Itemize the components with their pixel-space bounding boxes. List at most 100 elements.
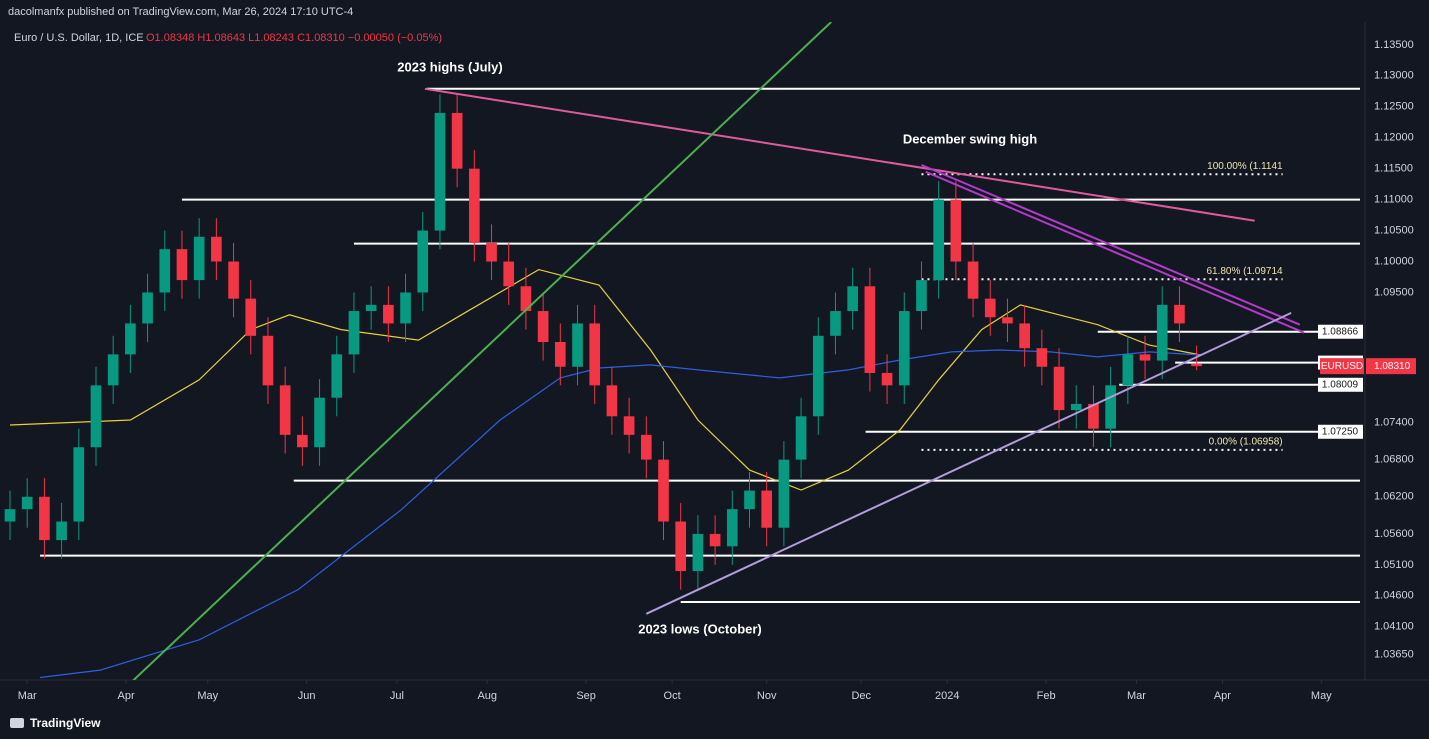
price-label-box [1318, 324, 1363, 339]
y-tick-label: 1.10000 [1374, 255, 1414, 267]
trendline [424, 87, 1255, 222]
candle-body [1105, 385, 1116, 429]
candle-body [193, 236, 205, 281]
candle-body [916, 280, 927, 312]
symbol: Euro / U.S. Dollar, 1D, ICE [14, 32, 144, 44]
x-tick-label: Jun [298, 690, 316, 702]
y-tick-label: 1.10500 [1374, 224, 1414, 236]
candle-body [107, 354, 119, 386]
x-tick-label: Mar [1127, 690, 1146, 702]
x-tick-label: Oct [664, 690, 681, 702]
candle-body [967, 261, 979, 299]
annotation: 2023 lows (October) [638, 621, 762, 636]
candle-body [125, 323, 136, 355]
candle-body [1191, 363, 1202, 367]
candle-body [1156, 304, 1168, 361]
candle-body [692, 533, 704, 572]
candle-body [898, 311, 910, 386]
ohlc: O1.08348 H1.08643 L1.08243 C1.08310 −0.0… [146, 32, 442, 44]
candle-body [812, 335, 824, 417]
candle-body [709, 533, 721, 547]
x-tick-label: 2024 [935, 690, 959, 702]
candle-body [400, 292, 411, 324]
x-tick-label: Sep [576, 690, 596, 702]
candle-body [279, 385, 291, 435]
candle-body [1088, 403, 1099, 429]
candle-body [675, 521, 687, 572]
candle-body [589, 323, 601, 386]
candle-body [933, 199, 944, 281]
x-tick-label: Dec [851, 690, 871, 702]
publisher: dacolmanfx published on TradingView.com,… [8, 6, 353, 18]
candle-body [451, 112, 463, 169]
price-label: 1.08009 [1322, 379, 1359, 390]
logo-text: TradingView [30, 716, 101, 730]
candle-body [1036, 348, 1048, 367]
candle-body [142, 292, 153, 324]
candle-body [486, 242, 497, 262]
x-tick-label: Apr [1214, 690, 1231, 702]
y-tick-label: 1.09500 [1374, 286, 1414, 298]
x-tick-label: May [1311, 690, 1332, 702]
y-tick-label: 1.12500 [1374, 101, 1414, 113]
x-tick-label: Apr [118, 690, 135, 702]
y-tick-label: 1.04100 [1374, 621, 1414, 633]
candle-body [881, 372, 893, 386]
candle-body [262, 335, 274, 386]
candle-body [864, 286, 876, 373]
candle-body [623, 416, 635, 435]
candle-body [314, 397, 325, 448]
candle-body [847, 286, 859, 312]
candle-body [331, 354, 343, 398]
y-tick-label: 1.11000 [1374, 194, 1413, 206]
candle-body [434, 112, 446, 231]
y-tick-label: 1.05100 [1374, 559, 1414, 571]
candle-body [726, 509, 738, 547]
candle-body [795, 416, 807, 460]
logo[interactable]: TradingView [10, 716, 101, 730]
x-tick-label: May [197, 690, 218, 702]
candle-body [417, 230, 429, 293]
candle-body [537, 311, 549, 342]
annotation: December swing high [903, 131, 1037, 146]
candle-body [554, 342, 566, 367]
candle-body [4, 509, 16, 522]
candle-body [228, 261, 239, 299]
candle-body [1139, 354, 1151, 361]
y-tick-label: 1.07400 [1374, 416, 1414, 428]
y-tick-label: 1.03650 [1374, 649, 1414, 661]
trendline [925, 170, 1305, 334]
x-tick-label: Aug [477, 690, 497, 702]
logo-icon [10, 718, 24, 728]
candle-body [778, 459, 790, 528]
candle-body [73, 447, 85, 522]
fib-label: 100.00% (1.1141 [1207, 161, 1283, 172]
candle-body [1174, 304, 1185, 324]
current-price: 1.08310 [1374, 361, 1411, 372]
candle-body [1002, 317, 1013, 324]
fib-label: 61.80% (1.09714 [1206, 266, 1283, 277]
candle-body [1122, 354, 1134, 386]
candle-body [383, 304, 394, 324]
y-tick-label: 1.12000 [1374, 132, 1414, 144]
candle-body [211, 236, 222, 262]
plot [4, 22, 1360, 680]
x-tick-label: Mar [18, 690, 37, 702]
candle-body [503, 261, 515, 287]
fib-label: 0.00% (1.06958) [1209, 436, 1283, 447]
candle-body [469, 168, 480, 243]
candle-body [176, 249, 188, 281]
candle-body [1019, 323, 1030, 349]
candle-body [39, 496, 50, 541]
trendline [645, 311, 1292, 615]
candle-body [348, 311, 360, 355]
trendline [921, 164, 1301, 326]
y-tick-label: 1.06800 [1374, 454, 1414, 466]
annotation: 2023 highs (July) [397, 59, 502, 74]
y-tick-label: 1.13500 [1374, 39, 1414, 51]
candle-body [606, 385, 618, 417]
candle-body [245, 298, 257, 336]
price-label: 1.07250 [1322, 426, 1359, 437]
candle-body [1070, 403, 1082, 411]
candle-body [159, 249, 171, 293]
